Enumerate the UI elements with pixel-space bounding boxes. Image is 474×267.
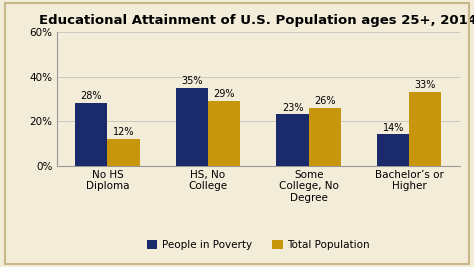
Text: 35%: 35% — [181, 76, 203, 86]
Bar — [108, 139, 140, 166]
Text: 23%: 23% — [282, 103, 303, 113]
Bar — [276, 114, 309, 166]
Bar — [77, 164, 109, 166]
Bar — [178, 164, 210, 166]
Text: 29%: 29% — [213, 89, 235, 99]
Bar — [278, 165, 310, 166]
Text: 14%: 14% — [383, 123, 404, 133]
Title: Educational Attainment of U.S. Population ages 25+, 2014: Educational Attainment of U.S. Populatio… — [39, 14, 474, 27]
Bar — [409, 92, 441, 166]
Text: 33%: 33% — [415, 80, 436, 90]
Legend: People in Poverty, Total Population: People in Poverty, Total Population — [147, 240, 370, 250]
Text: 12%: 12% — [113, 127, 134, 137]
Bar — [75, 103, 108, 166]
Bar — [309, 108, 341, 166]
Bar — [176, 88, 208, 166]
Bar — [208, 101, 240, 166]
Text: 26%: 26% — [314, 96, 336, 106]
Bar — [377, 134, 409, 166]
Text: 28%: 28% — [81, 92, 102, 101]
Bar — [379, 165, 411, 166]
